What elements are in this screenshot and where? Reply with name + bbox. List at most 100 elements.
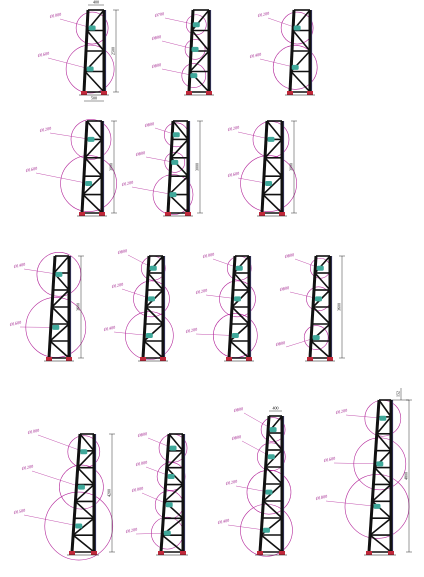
joint-node — [80, 449, 87, 454]
diameter-label: Ø1200 — [334, 407, 348, 415]
diameter-label: Ø1800 — [314, 493, 328, 501]
height-dimension-value: 3000 — [109, 163, 114, 171]
diameter-label: Ø800 — [116, 248, 128, 255]
joint-node — [315, 296, 322, 301]
diagonal-brace — [265, 158, 282, 176]
diameter-label: Ø800 — [136, 431, 148, 438]
base-foot — [81, 91, 87, 95]
joint-node — [270, 427, 277, 432]
base-foot — [279, 212, 285, 216]
diagonal-brace — [370, 518, 391, 535]
leader-line — [24, 515, 79, 526]
diameter-label: Ø1400 — [216, 517, 230, 525]
base-foot — [366, 551, 372, 555]
diagonal-brace — [87, 121, 102, 139]
diameter-label: Ø1200 — [184, 326, 198, 334]
diameter-label: Ø1600 — [322, 455, 336, 463]
diameter-label: Ø1400 — [248, 51, 262, 59]
diameter-label: Ø1200 — [124, 526, 138, 534]
left-upright — [84, 10, 88, 92]
diagonal-brace — [50, 341, 69, 358]
diagonal-brace — [85, 72, 104, 93]
diagonal-brace — [234, 273, 249, 290]
joint-node — [150, 266, 157, 271]
diameter-label: Ø1600 — [24, 165, 38, 173]
joint-node — [376, 461, 383, 466]
joint-node — [294, 26, 301, 31]
height-dimension-value: 4200 — [107, 489, 112, 497]
diameter-label: Ø1600 — [226, 170, 240, 178]
base-foot — [180, 551, 186, 555]
joint-node — [268, 454, 275, 459]
diagonal-brace — [230, 341, 249, 358]
base-foot — [165, 212, 171, 216]
diameter-label: Ø800 — [150, 62, 162, 69]
base-foot — [79, 212, 85, 216]
joint-node — [52, 325, 59, 330]
joint-node — [265, 490, 272, 495]
joint-node — [87, 67, 94, 72]
diagonal-brace — [148, 273, 163, 290]
diagonal-brace — [171, 139, 188, 157]
diagonal-brace — [313, 307, 330, 324]
diagonal-brace — [80, 434, 94, 451]
diagonal-brace — [293, 31, 310, 52]
rack-frame-3: Ø1200 Ø1400 — [248, 10, 317, 95]
diameter-label: Ø1200 — [256, 10, 270, 18]
base-foot — [91, 551, 97, 555]
base-foot — [226, 357, 232, 361]
base-foot — [259, 212, 265, 216]
diagonal-brace — [232, 307, 249, 324]
height-dimension-value: 3000 — [289, 163, 294, 171]
diagonal-brace — [372, 501, 391, 518]
diameter-label: Ø800 — [283, 252, 295, 259]
joint-node — [234, 296, 241, 301]
base-foot — [307, 91, 313, 95]
left-upright — [168, 121, 173, 213]
joint-node — [148, 296, 155, 301]
base-foot — [186, 91, 192, 95]
joint-node — [374, 504, 381, 509]
diagonal-brace — [372, 484, 391, 501]
offset-dimension-value: 152 — [396, 391, 401, 397]
diameter-label: Ø800 — [278, 285, 290, 292]
joint-node — [317, 266, 324, 271]
left-upright — [72, 434, 80, 552]
diagonal-brace — [261, 535, 282, 552]
base-foot — [279, 551, 285, 555]
diagonal-brace — [190, 51, 209, 72]
left-upright — [262, 121, 267, 213]
diameter-label: Ø1200 — [38, 125, 52, 133]
diameter-label: Ø700 — [153, 11, 165, 18]
diameter-label: Ø1000 — [48, 11, 62, 19]
joint-node — [265, 181, 272, 186]
diameter-label: Ø1200 — [224, 478, 238, 486]
joint-node — [164, 531, 171, 536]
base-foot — [327, 357, 333, 361]
joint-node — [192, 47, 199, 52]
diagonal-brace — [78, 468, 94, 485]
diameter-label: Ø800 — [230, 434, 242, 441]
joint-node — [55, 272, 62, 277]
base-foot — [99, 212, 105, 216]
diagonal-brace — [266, 467, 282, 484]
joint-node — [236, 266, 243, 271]
joint-node — [85, 181, 92, 186]
diagonal-brace — [169, 195, 188, 213]
diagonal-brace — [263, 501, 282, 518]
leader-line — [32, 471, 81, 487]
base-foot — [287, 91, 293, 95]
joint-node — [190, 73, 197, 78]
height-dimension-value: 3000 — [195, 163, 200, 171]
diagonal-brace — [379, 400, 391, 417]
joint-node — [78, 485, 85, 490]
left-upright — [82, 121, 87, 213]
